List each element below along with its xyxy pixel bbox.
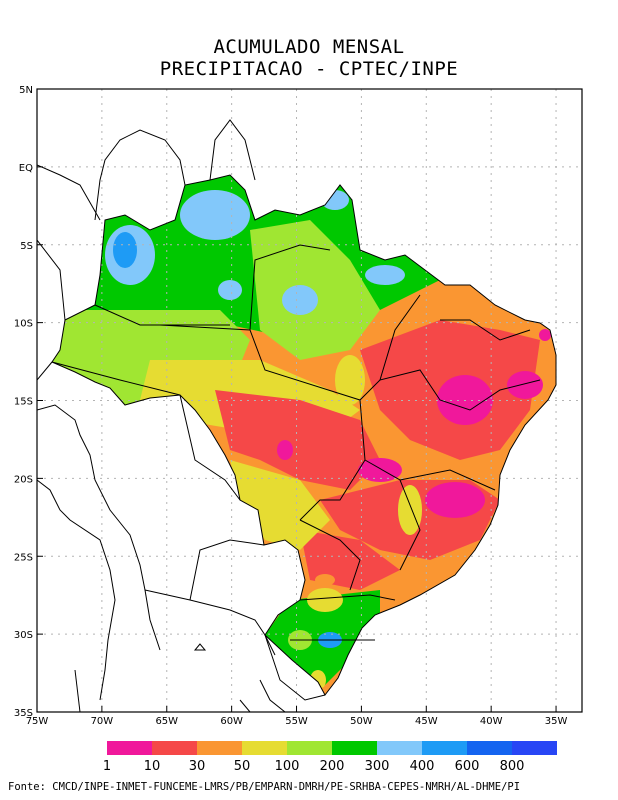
colorbar-label: 50 xyxy=(234,759,251,774)
colorbar-label: 300 xyxy=(365,759,390,774)
colorbar-swatch xyxy=(422,741,467,755)
lon-tick-label: 75W xyxy=(26,716,49,727)
lat-tick-label: 30S xyxy=(14,630,33,641)
colorbar-label: 30 xyxy=(189,759,206,774)
lat-tick-label: 10S xyxy=(14,319,33,330)
lat-tick-label: 25S xyxy=(14,552,33,563)
map-title-line-2: PRECIPITACAO - CPTEC/INPE xyxy=(159,58,459,80)
colorbar-swatch xyxy=(107,741,152,755)
lat-tick-label: 5N xyxy=(19,85,33,96)
colorbar-swatch xyxy=(332,741,377,755)
colorbar-labels: 1 10 30 50 100 200 300 400 600 800 xyxy=(103,759,525,774)
colorbar: 1 10 30 50 100 200 300 400 600 800 xyxy=(103,741,557,774)
colorbar-swatch xyxy=(152,741,197,755)
colorbar-label: 100 xyxy=(275,759,300,774)
colorbar-label: 800 xyxy=(500,759,525,774)
lon-tick-label: 45W xyxy=(415,716,438,727)
lat-tick-label: 15S xyxy=(14,397,33,408)
lon-tick-label: 60W xyxy=(220,716,243,727)
colorbar-label: 400 xyxy=(410,759,435,774)
colorbar-swatch xyxy=(287,741,332,755)
colorbar-swatches xyxy=(107,741,557,755)
colorbar-swatch xyxy=(467,741,512,755)
lon-tick-label: 40W xyxy=(480,716,503,727)
country-borders xyxy=(37,119,557,712)
lat-tick-label: 20S xyxy=(14,474,33,485)
colorbar-label: 1 xyxy=(103,759,111,774)
axis-ticks: 75W 70W 65W 60W 55W 50W 45W 40W 35W 5N EQ 5S 10S 15S 2… xyxy=(14,85,568,727)
precipitation-field xyxy=(52,175,556,695)
map-title-line-1: ACUMULADO MENSAL xyxy=(213,36,405,58)
lon-tick-label: 65W xyxy=(155,716,178,727)
graticule xyxy=(37,89,582,712)
data-source-text: Fonte: CMCD/INPE-INMET-FUNCEME-LMRS/PB/E… xyxy=(8,781,521,793)
colorbar-swatch xyxy=(377,741,422,755)
lat-tick-label: 5S xyxy=(20,241,33,252)
colorbar-label: 10 xyxy=(144,759,161,774)
colorbar-label: 200 xyxy=(320,759,345,774)
lon-tick-label: 55W xyxy=(285,716,308,727)
lat-tick-label: 35S xyxy=(14,708,33,719)
lon-tick-label: 70W xyxy=(91,716,114,727)
precipitation-map: 75W 70W 65W 60W 55W 50W 45W 40W 35W 5N EQ 5S 10S 15S 2… xyxy=(14,85,583,727)
colorbar-swatch xyxy=(512,741,557,755)
colorbar-swatch xyxy=(242,741,287,755)
colorbar-label: 600 xyxy=(455,759,480,774)
colorbar-swatch xyxy=(197,741,242,755)
lon-tick-label: 35W xyxy=(545,716,568,727)
lon-tick-label: 50W xyxy=(350,716,373,727)
lat-tick-label: EQ xyxy=(19,163,33,174)
